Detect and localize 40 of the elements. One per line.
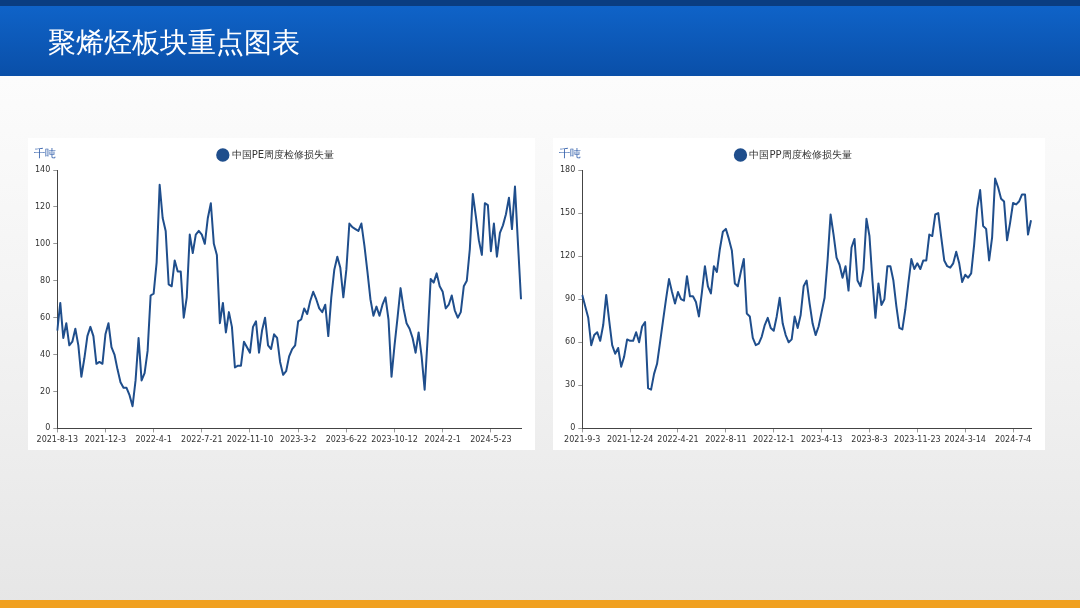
x-tick-label: 2024-7-4	[994, 435, 1032, 445]
y-tick-label: 0	[570, 423, 576, 433]
y-tick-label: 30	[565, 380, 576, 390]
y-axis-title: 千吨	[34, 147, 56, 161]
y-tick-label: 120	[559, 251, 576, 261]
x-tick-label: 2023-8-3	[851, 435, 888, 445]
y-tick-label: 20	[40, 386, 51, 396]
x-tick-label: 2021-12-3	[84, 435, 127, 445]
x-tick-label: 2023-10-12	[371, 435, 418, 445]
x-tick-label: 2023-6-22	[325, 435, 368, 445]
legend-label: 中国PE周度检修损失量	[231, 148, 335, 160]
x-tick-label: 2022-4-21	[657, 435, 699, 445]
x-tick-label: 2021-12-24	[606, 435, 654, 445]
x-tick-label: 2022-4-1	[135, 435, 172, 445]
y-tick-label: 60	[565, 337, 576, 347]
text: 聚烯烃板块重点图表	[48, 25, 300, 61]
y-tick-label: 60	[40, 312, 51, 322]
x-tick-label: 2024-2-1	[424, 435, 461, 445]
y-axis-title: 千吨	[559, 147, 581, 161]
y-tick-label: 100	[34, 238, 51, 248]
x-tick-label: 2023-11-23	[894, 435, 941, 445]
x-tick-label: 2021-9-3	[564, 435, 601, 445]
x-tick-label: 2024-5-23	[470, 435, 512, 445]
x-tick-label: 2022-8-11	[705, 435, 747, 445]
x-tick-label: 2024-3-14	[944, 435, 986, 445]
legend-label: 中国PP周度检修损失量	[749, 148, 852, 160]
x-tick-label: 2022-7-21	[181, 435, 223, 445]
y-tick-label: 180	[559, 165, 576, 175]
y-tick-label: 0	[45, 423, 51, 433]
y-tick-label: 120	[34, 201, 51, 211]
y-tick-label: 150	[559, 208, 576, 218]
x-tick-label: 2023-3-2	[280, 435, 317, 445]
y-tick-label: 40	[40, 349, 51, 359]
y-tick-label: 140	[34, 165, 51, 175]
x-tick-label: 2022-12-1	[753, 435, 795, 445]
x-tick-label: 2023-4-13	[800, 435, 843, 445]
y-tick-label: 80	[40, 275, 51, 285]
x-tick-label: 2021-8-13	[36, 435, 78, 445]
y-tick-label: 90	[565, 294, 576, 304]
x-tick-label: 2022-11-10	[226, 435, 274, 445]
